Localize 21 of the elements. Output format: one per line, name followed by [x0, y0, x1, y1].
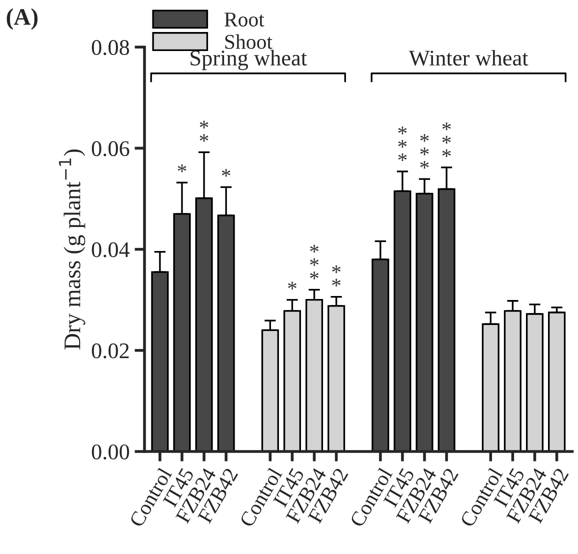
data-label: * * * — [420, 134, 429, 169]
annotation: Spring wheat — [190, 50, 307, 70]
data-label: * * — [200, 120, 208, 142]
chart-title: (A) — [6, 8, 38, 30]
y-tick-label: 0.00 — [92, 444, 130, 460]
data-label: * — [222, 169, 230, 177]
legend-label: Shoot — [225, 34, 272, 49]
annotation: Winter wheat — [408, 50, 528, 66]
data-label: * * * — [398, 126, 407, 162]
data-label: * — [178, 164, 186, 172]
text: * * — [310, 244, 318, 266]
y-tick-label: 0.08 — [92, 40, 130, 56]
y-axis-title: Dry mass (g plant$^{−1}$) — [59, 150, 86, 350]
y-tick-label: 0.02 — [92, 343, 129, 358]
bar — [548, 312, 566, 452]
data-label: * — [288, 282, 296, 290]
y-tick-label: 0.06 — [92, 141, 130, 156]
y-tick-label: 0.04 — [92, 242, 130, 258]
data-label: * * * — [310, 265, 341, 286]
data-label: * * * — [442, 122, 451, 157]
legend-label: Root — [224, 12, 264, 27]
